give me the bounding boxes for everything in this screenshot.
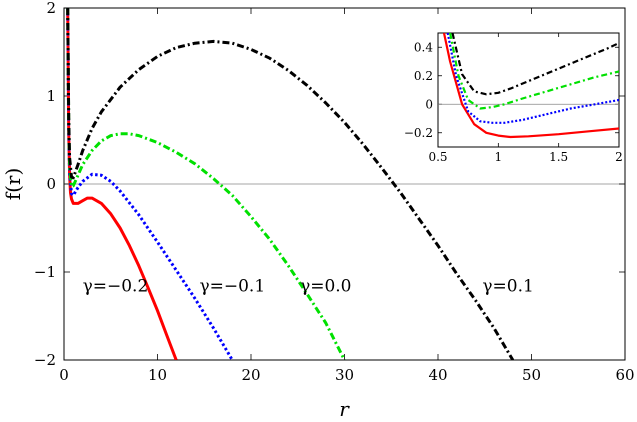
y-axis-label: f(r): [1, 168, 25, 201]
curve-annotation: γ=0.0: [300, 276, 351, 296]
inset-background: [432, 33, 619, 147]
series-line: [66, 8, 234, 360]
y-tick-label: 2: [46, 0, 56, 17]
curve-annotation: γ=0.1: [482, 276, 533, 296]
x-tick-label: 1.5: [549, 150, 568, 164]
x-tick-label: 60: [615, 366, 634, 384]
curve-annotations: γ=−0.2 γ=−0.1 γ=0.0 γ=0.1: [83, 276, 534, 296]
series-line: [442, 33, 619, 139]
y-tick-label: 0.2: [414, 69, 433, 83]
y-tick-label: −0.2: [404, 126, 433, 140]
y-tick-label: 0: [46, 175, 56, 193]
inset-curves: [442, 33, 619, 139]
y-tick-label: 0.4: [414, 40, 433, 54]
inset-plot: 0.5 1 1.5 2 −0.2 0 0.2 0.4: [404, 32, 623, 164]
x-tick-label: 0: [59, 366, 69, 384]
curve-annotation: γ=−0.1: [199, 276, 265, 296]
inset-frame: [437, 32, 620, 148]
series-line: [446, 33, 619, 124]
series-line: [451, 33, 619, 96]
x-tick-label: 2: [615, 150, 623, 164]
x-tick-label: 10: [148, 366, 167, 384]
series-line: [66, 8, 346, 360]
x-tick-label: 1: [495, 150, 503, 164]
inset-ticks: 0.5 1 1.5 2 −0.2 0 0.2 0.4: [404, 33, 623, 164]
y-tick-label: 1: [46, 87, 56, 105]
series-line: [66, 8, 515, 360]
series-line: [449, 33, 619, 110]
x-tick-label: 0.5: [428, 150, 447, 164]
x-tick-label: 20: [241, 366, 260, 384]
y-tick-label: −2: [34, 351, 56, 369]
x-axis-label: r: [339, 397, 350, 421]
y-tick-label: −1: [34, 263, 56, 281]
x-tick-label: 40: [428, 366, 447, 384]
x-tick-label: 50: [522, 366, 541, 384]
main-curves: [66, 8, 515, 360]
curve-annotation: γ=−0.2: [83, 276, 149, 296]
y-tick-label: 0: [425, 97, 433, 111]
series-line: [66, 8, 178, 360]
x-tick-label: 30: [335, 366, 354, 384]
